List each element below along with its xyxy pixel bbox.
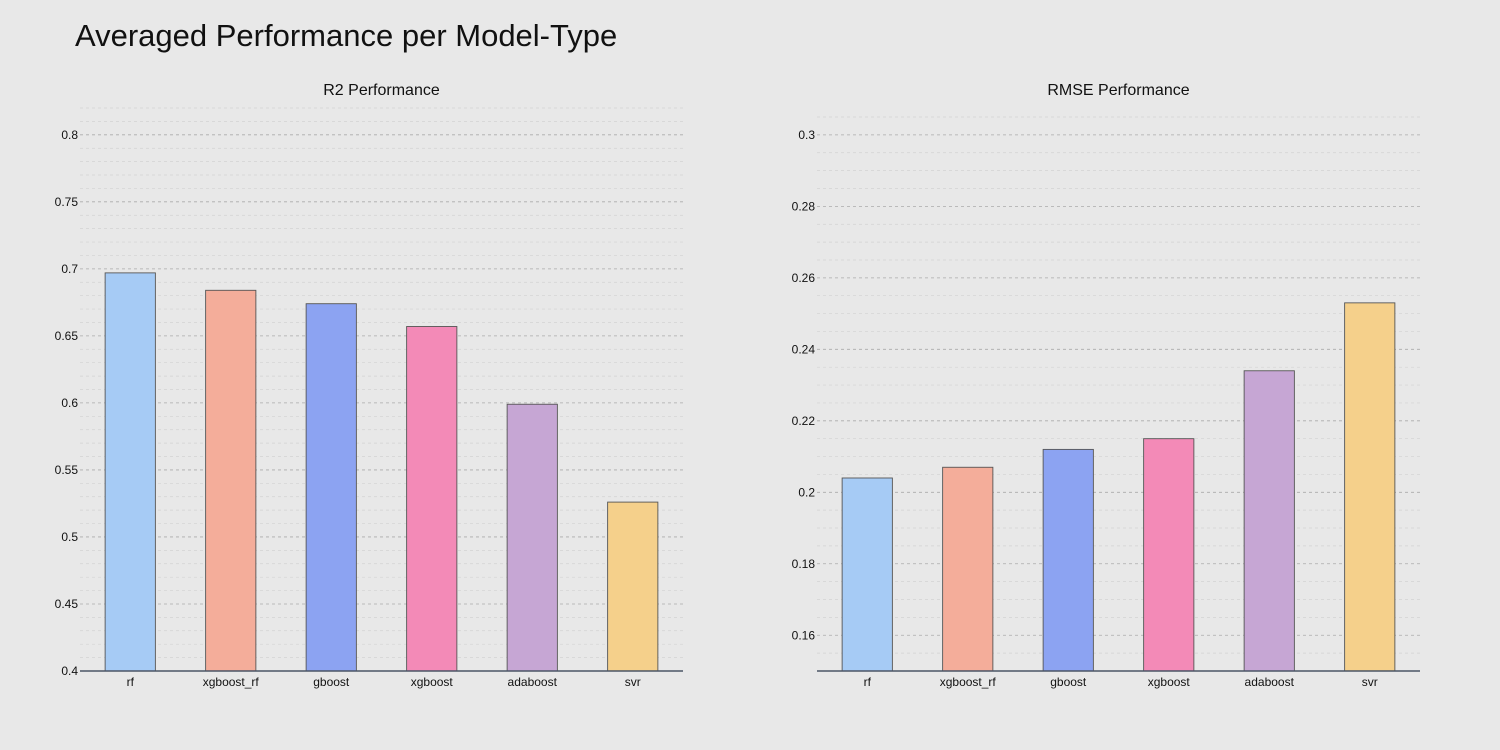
x-tick-label: xgboost_rf [203,675,260,689]
bar-gboost [305,303,357,672]
y-tick-label: 0.16 [792,628,816,642]
bar-adaboost [1243,370,1295,672]
y-tick-label: 0.2 [798,485,815,499]
y-tick-label: 0.18 [792,557,816,571]
x-tick-label: adaboost [508,675,558,689]
x-tick-label: rf [127,675,135,689]
bar-rf [841,477,893,672]
x-tick-label: rf [864,675,872,689]
bar-rf [104,272,156,672]
y-tick-label: 0.75 [55,195,79,209]
y-tick-label: 0.8 [61,128,78,142]
chart-title: RMSE Performance [1047,82,1189,99]
bar-svr [607,501,659,672]
chart-panel-2: RMSE Performance 0.16 0.18 0.2 0.22 0.24 0.26 0… [792,82,1420,689]
bar-adaboost [506,403,558,672]
bar-svr [1344,302,1396,672]
y-tick-label: 0.3 [798,128,815,142]
bar-xgboost_rf [205,289,257,672]
x-tick-label: xgboost_rf [940,675,997,689]
bar-xgboost_rf [942,466,994,672]
y-tick-label: 0.6 [61,396,78,410]
figure-title: Averaged Performance per Model-Type [75,18,618,53]
y-tick-label: 0.45 [55,597,79,611]
x-tick-label: gboost [313,675,350,689]
x-tick-label: svr [625,675,641,689]
y-tick-label: 0.28 [792,199,816,213]
bar-xgboost [1143,438,1195,672]
chart-title: R2 Performance [323,82,440,99]
y-tick-label: 0.7 [61,262,78,276]
y-tick-label: 0.55 [55,463,79,477]
x-tick-label: xgboost [411,675,454,689]
x-tick-label: gboost [1050,675,1087,689]
y-tick-label: 0.26 [792,271,816,285]
y-tick-label: 0.4 [61,664,78,678]
y-tick-label: 0.22 [792,414,816,428]
y-tick-label: 0.24 [792,342,816,356]
y-tick-label: 0.65 [55,329,79,343]
x-tick-label: svr [1362,675,1378,689]
x-tick-label: adaboost [1245,675,1295,689]
y-tick-label: 0.5 [61,530,78,544]
x-tick-label: xgboost [1148,675,1191,689]
bar-xgboost [406,326,458,672]
chart-panel-1: R2 Performance 0.4 0.45 0.5 0.55 0.6 0.65 0.7 0.… [55,82,683,689]
bar-gboost [1042,448,1094,672]
